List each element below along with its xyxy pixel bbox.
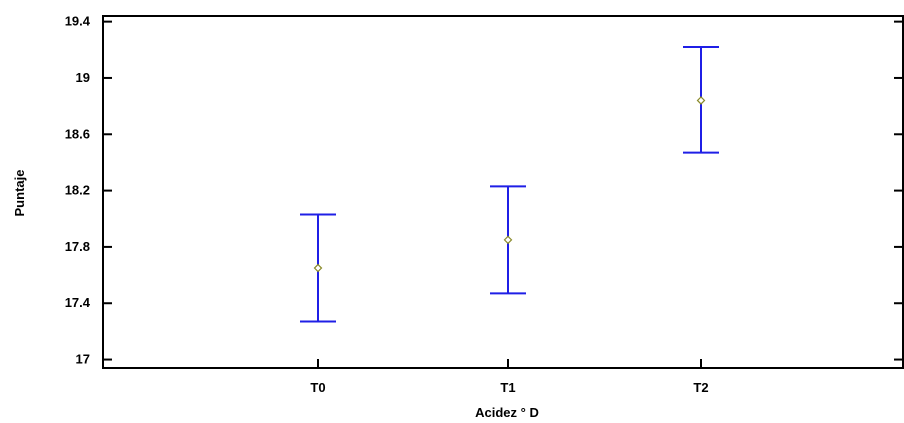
x-axis-ticks: T0 T1 T2: [310, 359, 709, 395]
x-tick-label: T2: [693, 380, 708, 395]
plot-frame: [102, 15, 904, 369]
y-tick-label: 19: [76, 70, 90, 85]
y-tick-label: 19.4: [65, 14, 91, 29]
y-tick-label: 17.8: [65, 239, 90, 254]
x-tick-label: T0: [310, 380, 325, 395]
y-axis-ticks: 17 17.4 17.8 18.2 18.6 19 19.4: [65, 14, 903, 367]
x-tick-label: T1: [500, 380, 515, 395]
y-tick-label: 17.4: [65, 295, 91, 310]
error-bar-series: [300, 45, 719, 323]
error-bar-t0: [300, 213, 336, 323]
y-tick-label: 17: [76, 352, 90, 367]
error-bar-t2: [683, 45, 719, 154]
y-tick-label: 18.2: [65, 183, 90, 198]
y-tick-label: 18.6: [65, 126, 90, 141]
y-axis-label: Puntaje: [12, 170, 27, 217]
mean-marker: [313, 263, 323, 273]
mean-marker: [503, 235, 513, 245]
x-axis-label: Acidez ° D: [475, 405, 539, 420]
mean-marker: [696, 96, 706, 105]
error-bar-t1: [490, 185, 526, 295]
